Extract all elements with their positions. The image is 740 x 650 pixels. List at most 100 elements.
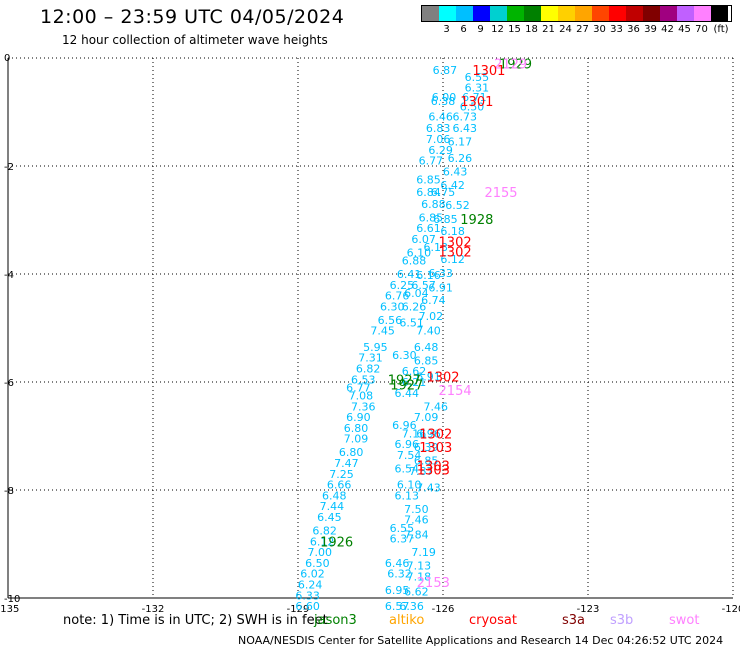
color-scale-label: 42 — [661, 24, 674, 35]
wave-height-label: 6.96 — [392, 419, 417, 432]
wave-height-label: 6.90 — [346, 411, 371, 424]
color-scale-swatch — [558, 6, 575, 21]
wave-height-label: 6.13 — [424, 241, 449, 254]
wave-height-label: 7.45 — [370, 325, 395, 338]
wave-height-label: 6.51 — [399, 317, 424, 330]
color-scale-label: 39 — [644, 24, 657, 35]
wave-height-label: 7.25 — [329, 468, 354, 481]
wave-height-label: 7.46 — [424, 400, 449, 413]
wave-height-label: 7.00 — [308, 546, 333, 559]
chart-note: note: 1) Time is in UTC; 2) SWH is in fe… — [63, 613, 328, 628]
wave-height-label: 7.50 — [404, 503, 429, 516]
color-scale-label: 27 — [576, 24, 589, 35]
wave-height-label: 6.55 — [465, 71, 490, 84]
wave-height-label: 6.77 — [346, 381, 371, 394]
wave-height-label: 7.02 — [419, 310, 444, 323]
wave-height-label: 6.43 — [453, 122, 478, 135]
wave-height-label: 6.12 — [310, 535, 335, 548]
wave-height-label: 6.88 — [402, 255, 427, 268]
wave-height-label: 6.80 — [344, 422, 369, 435]
wave-height-label: 7.18 — [407, 570, 432, 583]
wave-height-label: 6.02 — [300, 568, 325, 581]
wave-height-label: 6.52 — [445, 199, 470, 212]
color-scale-label: 36 — [627, 24, 640, 35]
pass-time-label: 2153 — [417, 576, 450, 591]
wave-height-label: 6.62 — [404, 586, 429, 599]
pass-time-label: 2129 — [494, 57, 527, 72]
wave-height-label: 6.61 — [416, 222, 441, 235]
legend-s3a: s3a — [562, 613, 586, 628]
color-scale-swatch — [677, 6, 694, 21]
color-scale-swatch — [643, 6, 660, 21]
x-tick-label: -132 — [142, 604, 165, 615]
color-scale-swatch — [473, 6, 490, 21]
wave-height-label: 6.42 — [440, 179, 465, 192]
wave-height-label: 6.37 — [390, 533, 415, 546]
wave-height-label: 6.33 — [428, 267, 453, 280]
y-tick-label: -10 — [4, 594, 20, 605]
wave-height-label: 6.50 — [305, 557, 330, 570]
legend-s3b: s3b — [610, 613, 634, 628]
wave-height-label: 7.43 — [416, 481, 441, 494]
wave-height-label: 6.10 — [407, 246, 432, 259]
x-tick-label: -129 — [287, 604, 310, 615]
wave-height-label: 6.83 — [426, 122, 451, 135]
color-scale-swatch — [609, 6, 626, 21]
color-scale-swatch — [507, 6, 524, 21]
color-scale-label: 33 — [610, 24, 623, 35]
wave-height-label: 6.91 — [416, 371, 441, 384]
color-scale-swatches — [421, 5, 732, 22]
wave-height-label: 6.00 — [432, 91, 457, 104]
pass-time-label: 1303 — [419, 441, 452, 456]
wave-height-label: 6.21 — [402, 376, 427, 389]
y-tick-label: -2 — [4, 162, 14, 173]
color-scale-swatch — [592, 6, 609, 21]
wave-height-label: 6.36 — [399, 600, 424, 613]
pass-time-label: 1302 — [439, 245, 472, 260]
wave-height-label: 7.16 — [402, 427, 427, 440]
wave-height-label: 7.08 — [349, 390, 374, 403]
color-scale: 3 6 9 12 15 18 21 24 27 30 33 36 39 42 45 70 (ft) — [421, 5, 732, 35]
pass-time-label: 1302 — [426, 371, 459, 386]
wave-height-label: 7.06 — [426, 133, 451, 146]
x-tick-label: -123 — [577, 604, 600, 615]
color-scale-labels: 3 6 9 12 15 18 21 24 27 30 33 36 39 42 45 70 (ft) — [421, 24, 732, 35]
wave-height-label: 6.66 — [327, 479, 352, 492]
wave-height-label: 7.46 — [404, 514, 429, 527]
color-scale-swatch — [660, 6, 677, 21]
wave-height-label: 7.54 — [397, 449, 422, 462]
wave-height-label: 7.09 — [344, 433, 369, 446]
wave-height-label: 7.09 — [414, 411, 439, 424]
y-tick-label: 0 — [4, 53, 10, 64]
y-tick-label: -8 — [4, 486, 14, 497]
wave-height-label: 6.12 — [440, 253, 465, 266]
x-tick-label: -120 — [722, 604, 740, 615]
pass-time-label: 1928 — [460, 213, 493, 228]
page-subtitle: 12 hour collection of altimeter wave hei… — [62, 33, 328, 47]
page-title: 12:00 – 23:59 UTC 04/05/2024 — [40, 6, 345, 28]
wave-height-label: 6.88 — [421, 198, 446, 211]
wave-height-label: 6.48 — [414, 341, 439, 354]
wave-height-label: 6.96 — [416, 427, 441, 440]
color-scale-label: 70 — [695, 24, 708, 35]
wave-height-label: 6.87 — [433, 64, 458, 77]
wave-height-label: 6.95 — [385, 584, 410, 597]
wave-height-label: 6.44 — [395, 387, 420, 400]
wave-height-label: 6.10 — [397, 479, 422, 492]
y-tick-label: -6 — [4, 378, 14, 389]
wave-height-label: 6.82 — [356, 363, 381, 376]
wave-height-label: 6.26 — [448, 152, 473, 165]
wave-height-label: 6.29 — [428, 144, 453, 157]
pass-time-label: 1926 — [320, 535, 353, 550]
legend-cryosat: cryosat — [469, 613, 517, 628]
wave-height-label: 6.73 — [453, 110, 478, 123]
pass-time-label: 1302 — [439, 236, 472, 251]
wave-height-label: 6.82 — [312, 525, 337, 538]
wave-height-label: 6.30 — [392, 349, 417, 362]
wave-height-label: 6.75 — [431, 186, 456, 199]
wave-height-label: 6.53 — [351, 373, 376, 386]
wave-height-label: 6.74 — [421, 294, 446, 307]
color-scale-label: 12 — [491, 24, 504, 35]
x-tick-label: -126 — [432, 604, 455, 615]
wave-height-label: 6.45 — [317, 511, 342, 524]
